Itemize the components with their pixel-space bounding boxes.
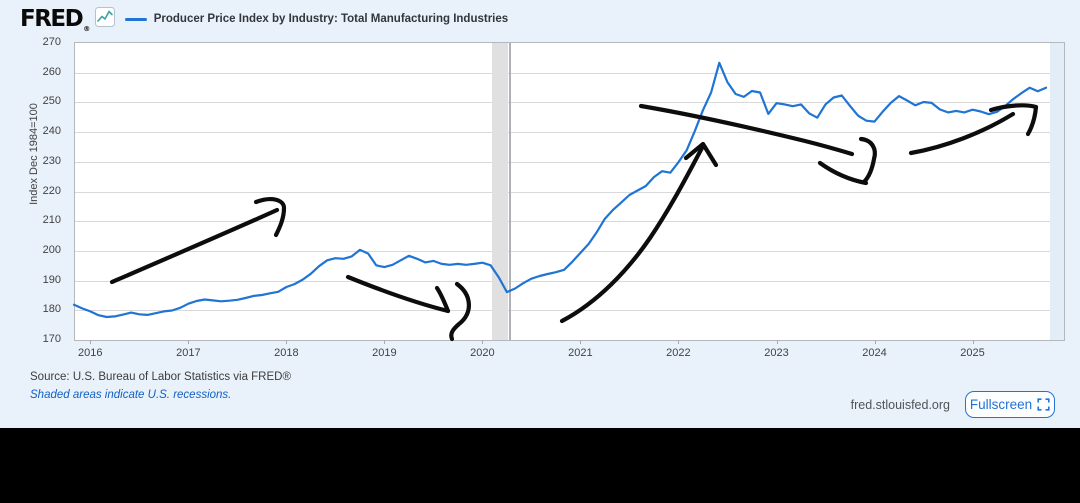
x-tick-mark — [874, 340, 876, 344]
x-tick-label: 2019 — [372, 347, 397, 359]
fullscreen-icon — [1037, 398, 1050, 411]
y-tick-label: 180 — [42, 303, 61, 316]
site-url: fred.stlouisfed.org — [850, 398, 950, 412]
x-tick-mark — [286, 340, 288, 344]
source-text: Source: U.S. Bureau of Labor Statistics … — [30, 371, 291, 383]
x-tick-label: 2016 — [78, 347, 103, 359]
fullscreen-label: Fullscreen — [969, 397, 1033, 412]
fred-logo: FRED® — [20, 5, 90, 33]
x-tick-mark — [972, 340, 974, 344]
chart-header: FRED® Producer Price Index by Industry: … — [20, 6, 508, 32]
recession-band — [491, 43, 508, 340]
x-tick-label: 2023 — [764, 347, 789, 359]
plot-area — [74, 42, 1065, 341]
y-tick-label: 240 — [42, 125, 61, 138]
y-gridline — [75, 221, 1064, 223]
y-gridline — [75, 191, 1064, 193]
y-gridline — [75, 102, 1064, 104]
y-tick-label: 200 — [42, 243, 61, 256]
no-data-strip — [1050, 43, 1064, 340]
y-tick-label: 170 — [42, 333, 61, 345]
x-tick-label: 2018 — [274, 347, 299, 359]
y-tick-label: 210 — [42, 214, 61, 227]
y-gridline — [75, 310, 1064, 312]
x-tick-mark — [90, 340, 92, 344]
y-tick-label: 270 — [42, 36, 61, 48]
y-tick-label: 250 — [42, 95, 61, 108]
x-tick-mark — [580, 340, 582, 344]
letterbox-band — [0, 428, 1080, 503]
y-tick-label: 260 — [42, 65, 61, 78]
legend-line-swatch — [124, 17, 147, 21]
y-gridline — [75, 72, 1064, 74]
x-tick-label: 2020 — [470, 347, 495, 359]
x-tick-mark — [384, 340, 386, 344]
y-tick-label: 190 — [42, 273, 61, 286]
y-gridline — [75, 250, 1064, 252]
recession-end-line — [509, 43, 512, 340]
x-tick-label: 2017 — [176, 347, 201, 359]
recession-note-link[interactable]: Shaded areas indicate U.S. recessions. — [30, 389, 232, 401]
registered-mark-icon: ® — [83, 24, 90, 33]
x-tick-label: 2022 — [666, 347, 691, 359]
x-tick-label: 2024 — [862, 347, 887, 359]
x-tick-mark — [776, 340, 778, 344]
fred-chart-card: FRED® Producer Price Index by Industry: … — [0, 0, 1080, 428]
y-gridline — [75, 280, 1064, 282]
fullscreen-button[interactable]: Fullscreen — [965, 391, 1055, 418]
x-tick-mark — [678, 340, 680, 344]
y-gridline — [75, 132, 1064, 134]
x-tick-label: 2021 — [568, 347, 593, 359]
series-title: Producer Price Index by Industry: Total … — [153, 13, 509, 25]
x-tick-label: 2025 — [960, 347, 985, 359]
x-tick-mark — [482, 340, 484, 344]
fred-sparkline-icon — [94, 6, 115, 32]
y-tick-label: 230 — [42, 154, 61, 167]
y-tick-label: 220 — [42, 184, 61, 197]
y-gridline — [75, 161, 1064, 163]
x-tick-mark — [188, 340, 190, 344]
